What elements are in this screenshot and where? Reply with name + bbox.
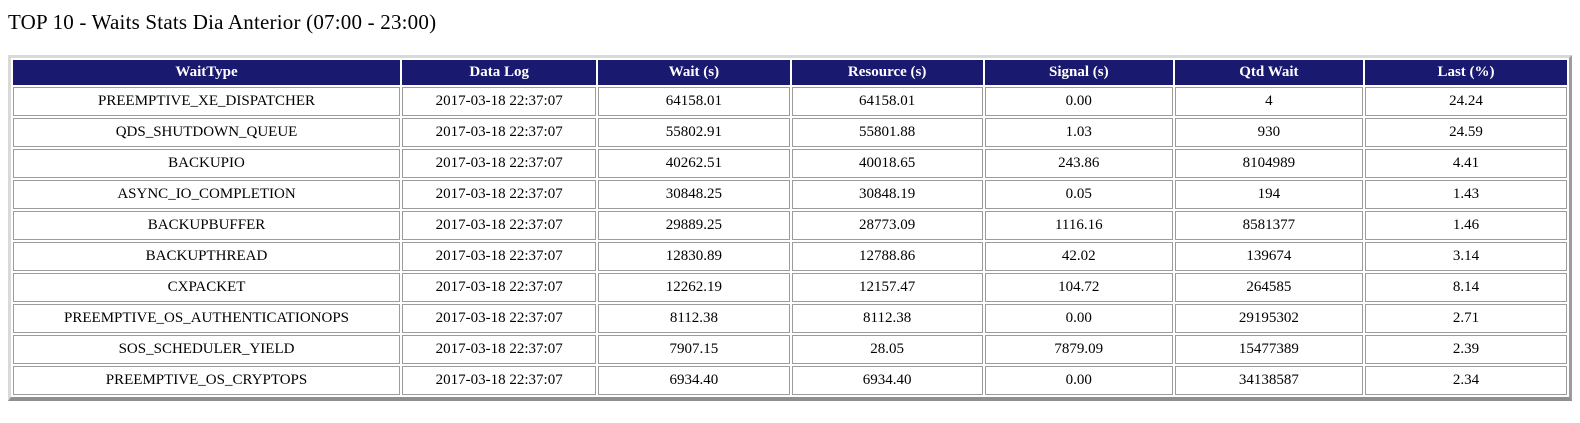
table-row: ASYNC_IO_COMPLETION 2017-03-18 22:37:07 30… — [13, 180, 1567, 209]
table-row: PREEMPTIVE_OS_AUTHENTICATIONOPS 2017-03-1… — [13, 304, 1567, 333]
cell-resource-s: 12157.47 — [791, 273, 983, 302]
cell-qtd-wait: 15477389 — [1174, 335, 1363, 364]
cell-qtd-wait: 194 — [1174, 180, 1363, 209]
column-header-qtd-wait: Qtd Wait — [1174, 60, 1363, 85]
cell-signal-s: 243.86 — [984, 149, 1173, 178]
cell-wait-s: 8112.38 — [598, 304, 790, 333]
cell-qtd-wait: 34138587 — [1174, 366, 1363, 395]
cell-resource-s: 30848.19 — [791, 180, 983, 209]
table-row: PREEMPTIVE_XE_DISPATCHER 2017-03-18 22:37… — [13, 87, 1567, 116]
cell-wait-s: 29889.25 — [598, 211, 790, 240]
cell-signal-s: 1116.16 — [984, 211, 1173, 240]
cell-resource-s: 8112.38 — [791, 304, 983, 333]
table-row: CXPACKET 2017-03-18 22:37:07 12262.19 12157… — [13, 273, 1567, 302]
cell-wait-s: 30848.25 — [598, 180, 790, 209]
column-header-wait-s: Wait (s) — [598, 60, 790, 85]
cell-wait-s: 12830.89 — [598, 242, 790, 271]
cell-wait-s: 40262.51 — [598, 149, 790, 178]
cell-signal-s: 0.00 — [984, 87, 1173, 116]
cell-waittype: ASYNC_IO_COMPLETION — [13, 180, 401, 209]
cell-signal-s: 0.00 — [984, 366, 1173, 395]
cell-last-pct: 1.43 — [1364, 180, 1567, 209]
cell-data-log: 2017-03-18 22:37:07 — [402, 87, 597, 116]
cell-data-log: 2017-03-18 22:37:07 — [402, 149, 597, 178]
waits-stats-table: WaitType Data Log Wait (s) Resource (s) Sign… — [8, 55, 1572, 401]
cell-resource-s: 12788.86 — [791, 242, 983, 271]
report-page: TOP 10 - Waits Stats Dia Anterior (07:00… — [8, 10, 1572, 401]
cell-qtd-wait: 29195302 — [1174, 304, 1363, 333]
cell-signal-s: 1.03 — [984, 118, 1173, 147]
table-body: PREEMPTIVE_XE_DISPATCHER 2017-03-18 22:37… — [13, 87, 1567, 395]
cell-data-log: 2017-03-18 22:37:07 — [402, 335, 597, 364]
cell-last-pct: 24.59 — [1364, 118, 1567, 147]
cell-last-pct: 3.14 — [1364, 242, 1567, 271]
cell-qtd-wait: 8104989 — [1174, 149, 1363, 178]
cell-resource-s: 64158.01 — [791, 87, 983, 116]
cell-wait-s: 6934.40 — [598, 366, 790, 395]
page-title: TOP 10 - Waits Stats Dia Anterior (07:00… — [8, 10, 437, 34]
cell-data-log: 2017-03-18 22:37:07 — [402, 273, 597, 302]
cell-data-log: 2017-03-18 22:37:07 — [402, 211, 597, 240]
table-row: BACKUPTHREAD 2017-03-18 22:37:07 12830.89 1… — [13, 242, 1567, 271]
cell-waittype: PREEMPTIVE_OS_CRYPTOPS — [13, 366, 401, 395]
cell-resource-s: 55801.88 — [791, 118, 983, 147]
cell-data-log: 2017-03-18 22:37:07 — [402, 304, 597, 333]
table-row: BACKUPBUFFER 2017-03-18 22:37:07 29889.25 2… — [13, 211, 1567, 240]
cell-signal-s: 7879.09 — [984, 335, 1173, 364]
cell-last-pct: 24.24 — [1364, 87, 1567, 116]
cell-wait-s: 64158.01 — [598, 87, 790, 116]
cell-last-pct: 8.14 — [1364, 273, 1567, 302]
cell-data-log: 2017-03-18 22:37:07 — [402, 118, 597, 147]
table-row: PREEMPTIVE_OS_CRYPTOPS 2017-03-18 22:37:0… — [13, 366, 1567, 395]
cell-qtd-wait: 8581377 — [1174, 211, 1363, 240]
table-row: BACKUPIO 2017-03-18 22:37:07 40262.51 40018… — [13, 149, 1567, 178]
cell-data-log: 2017-03-18 22:37:07 — [402, 242, 597, 271]
cell-waittype: PREEMPTIVE_OS_AUTHENTICATIONOPS — [13, 304, 401, 333]
cell-qtd-wait: 139674 — [1174, 242, 1363, 271]
cell-wait-s: 55802.91 — [598, 118, 790, 147]
cell-data-log: 2017-03-18 22:37:07 — [402, 180, 597, 209]
column-header-signal-s: Signal (s) — [984, 60, 1173, 85]
cell-last-pct: 2.34 — [1364, 366, 1567, 395]
column-header-data-log: Data Log — [402, 60, 597, 85]
cell-signal-s: 104.72 — [984, 273, 1173, 302]
cell-signal-s: 0.05 — [984, 180, 1173, 209]
cell-wait-s: 7907.15 — [598, 335, 790, 364]
cell-qtd-wait: 4 — [1174, 87, 1363, 116]
column-header-waittype: WaitType — [13, 60, 401, 85]
cell-waittype: SOS_SCHEDULER_YIELD — [13, 335, 401, 364]
table-header: WaitType Data Log Wait (s) Resource (s) Sign… — [13, 60, 1567, 85]
cell-waittype: BACKUPIO — [13, 149, 401, 178]
cell-waittype: QDS_SHUTDOWN_QUEUE — [13, 118, 401, 147]
cell-data-log: 2017-03-18 22:37:07 — [402, 366, 597, 395]
cell-signal-s: 42.02 — [984, 242, 1173, 271]
cell-last-pct: 4.41 — [1364, 149, 1567, 178]
table-row: QDS_SHUTDOWN_QUEUE 2017-03-18 22:37:07 558… — [13, 118, 1567, 147]
cell-resource-s: 6934.40 — [791, 366, 983, 395]
cell-last-pct: 2.71 — [1364, 304, 1567, 333]
cell-signal-s: 0.00 — [984, 304, 1173, 333]
cell-qtd-wait: 264585 — [1174, 273, 1363, 302]
column-header-resource-s: Resource (s) — [791, 60, 983, 85]
cell-waittype: BACKUPBUFFER — [13, 211, 401, 240]
cell-resource-s: 28.05 — [791, 335, 983, 364]
cell-wait-s: 12262.19 — [598, 273, 790, 302]
cell-last-pct: 1.46 — [1364, 211, 1567, 240]
header-row: WaitType Data Log Wait (s) Resource (s) Sign… — [13, 60, 1567, 85]
cell-waittype: PREEMPTIVE_XE_DISPATCHER — [13, 87, 401, 116]
cell-resource-s: 28773.09 — [791, 211, 983, 240]
cell-resource-s: 40018.65 — [791, 149, 983, 178]
cell-waittype: CXPACKET — [13, 273, 401, 302]
cell-waittype: BACKUPTHREAD — [13, 242, 401, 271]
column-header-last-pct: Last (%) — [1364, 60, 1567, 85]
cell-qtd-wait: 930 — [1174, 118, 1363, 147]
table-row: SOS_SCHEDULER_YIELD 2017-03-18 22:37:07 79… — [13, 335, 1567, 364]
cell-last-pct: 2.39 — [1364, 335, 1567, 364]
